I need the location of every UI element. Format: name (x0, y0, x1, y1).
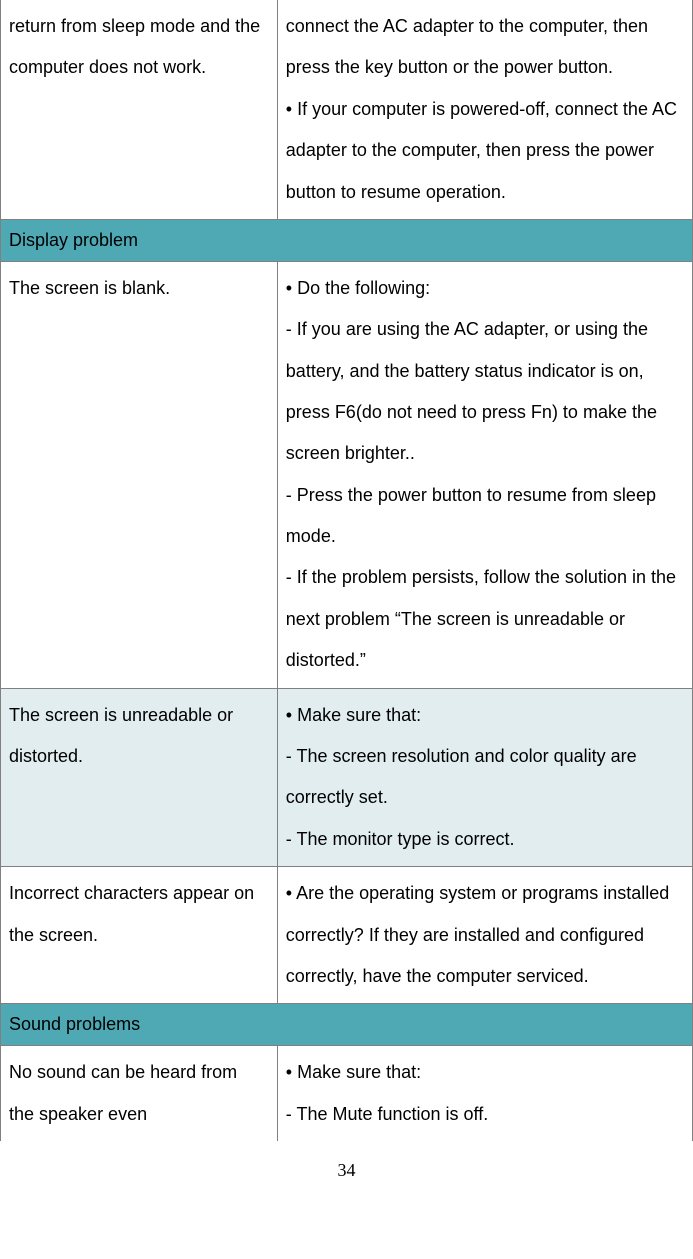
problem-cell: Incorrect characters appear on the scree… (1, 867, 278, 1004)
solution-cell: connect the AC adapter to the computer, … (277, 0, 692, 219)
problem-cell: The screen is blank. (1, 261, 278, 688)
problem-text: The screen is unreadable or distorted. (9, 705, 233, 766)
solution-text: • Make sure that: - The Mute function is… (286, 1062, 488, 1123)
section-header-row: Display problem (1, 219, 693, 261)
problem-text: The screen is blank. (9, 278, 170, 298)
section-header-row: Sound problems (1, 1004, 693, 1046)
solution-text: • Make sure that: - The screen resolutio… (286, 705, 637, 849)
problem-cell: return from sleep mode and the computer … (1, 0, 278, 219)
table-row: Incorrect characters appear on the scree… (1, 867, 693, 1004)
table-row: The screen is blank. • Do the following:… (1, 261, 693, 688)
troubleshooting-page: return from sleep mode and the computer … (0, 0, 693, 1179)
problem-text: Incorrect characters appear on the scree… (9, 883, 254, 944)
problem-cell: The screen is unreadable or distorted. (1, 688, 278, 867)
section-header-display: Display problem (1, 219, 693, 261)
table-row: The screen is unreadable or distorted. •… (1, 688, 693, 867)
section-header-sound: Sound problems (1, 1004, 693, 1046)
problem-text: No sound can be heard from the speaker e… (9, 1062, 237, 1123)
problem-text: return from sleep mode and the computer … (9, 16, 260, 77)
solution-cell: • Make sure that: - The Mute function is… (277, 1046, 692, 1141)
solution-text: • Are the operating system or programs i… (286, 883, 669, 986)
problem-cell: No sound can be heard from the speaker e… (1, 1046, 278, 1141)
table-row: No sound can be heard from the speaker e… (1, 1046, 693, 1141)
troubleshooting-table: return from sleep mode and the computer … (0, 0, 693, 1141)
solution-cell: • Are the operating system or programs i… (277, 867, 692, 1004)
page-number: 34 (0, 1161, 693, 1179)
solution-cell: • Make sure that: - The screen resolutio… (277, 688, 692, 867)
solution-cell: • Do the following: - If you are using t… (277, 261, 692, 688)
solution-text: connect the AC adapter to the computer, … (286, 16, 677, 202)
table-row: return from sleep mode and the computer … (1, 0, 693, 219)
solution-text: • Do the following: - If you are using t… (286, 278, 676, 671)
